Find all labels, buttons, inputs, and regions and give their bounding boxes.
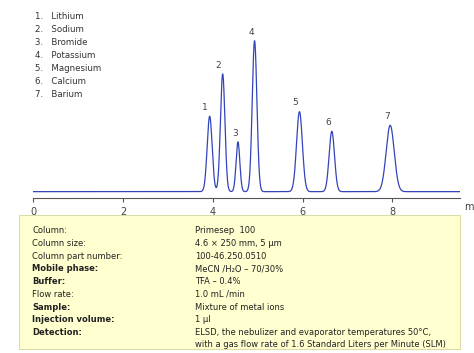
- Text: min: min: [464, 202, 474, 212]
- Text: Mixture of metal ions: Mixture of metal ions: [195, 303, 284, 311]
- Text: 7: 7: [384, 112, 390, 121]
- FancyBboxPatch shape: [19, 215, 460, 349]
- Text: 6: 6: [325, 118, 331, 127]
- Text: Column part number:: Column part number:: [32, 252, 123, 261]
- Text: 4: 4: [248, 28, 254, 37]
- Text: Column size:: Column size:: [32, 239, 86, 248]
- Text: 4.6 × 250 mm, 5 μm: 4.6 × 250 mm, 5 μm: [195, 239, 282, 248]
- Text: MeCN /H₂O – 70/30%: MeCN /H₂O – 70/30%: [195, 264, 283, 273]
- Text: 1.   Lithium
2.   Sodium
3.   Bromide
4.   Potassium
5.   Magnesium
6.   Calcium: 1. Lithium 2. Sodium 3. Bromide 4. Potas…: [35, 12, 101, 98]
- Text: 1 μl: 1 μl: [195, 315, 211, 324]
- Text: Mobile phase:: Mobile phase:: [32, 264, 99, 273]
- Text: 2: 2: [216, 61, 221, 70]
- Text: 3: 3: [232, 128, 238, 138]
- Text: 1: 1: [202, 103, 208, 112]
- Text: Flow rate:: Flow rate:: [32, 290, 74, 299]
- Text: Sample:: Sample:: [32, 303, 71, 311]
- Text: TFA – 0.4%: TFA – 0.4%: [195, 277, 241, 286]
- Text: 1.0 mL /min: 1.0 mL /min: [195, 290, 245, 299]
- Text: Buffer:: Buffer:: [32, 277, 65, 286]
- Text: with a gas flow rate of 1.6 Standard Liters per Minute (SLM): with a gas flow rate of 1.6 Standard Lit…: [195, 340, 446, 349]
- Text: Detection:: Detection:: [32, 328, 82, 337]
- Text: Primesep  100: Primesep 100: [195, 226, 255, 235]
- Text: Column:: Column:: [32, 226, 67, 235]
- Text: 100-46.250.0510: 100-46.250.0510: [195, 252, 267, 261]
- Text: ELSD, the nebulizer and evaporator temperatures 50°C,: ELSD, the nebulizer and evaporator tempe…: [195, 328, 431, 337]
- Text: 5: 5: [292, 98, 298, 107]
- Text: Injection volume:: Injection volume:: [32, 315, 115, 324]
